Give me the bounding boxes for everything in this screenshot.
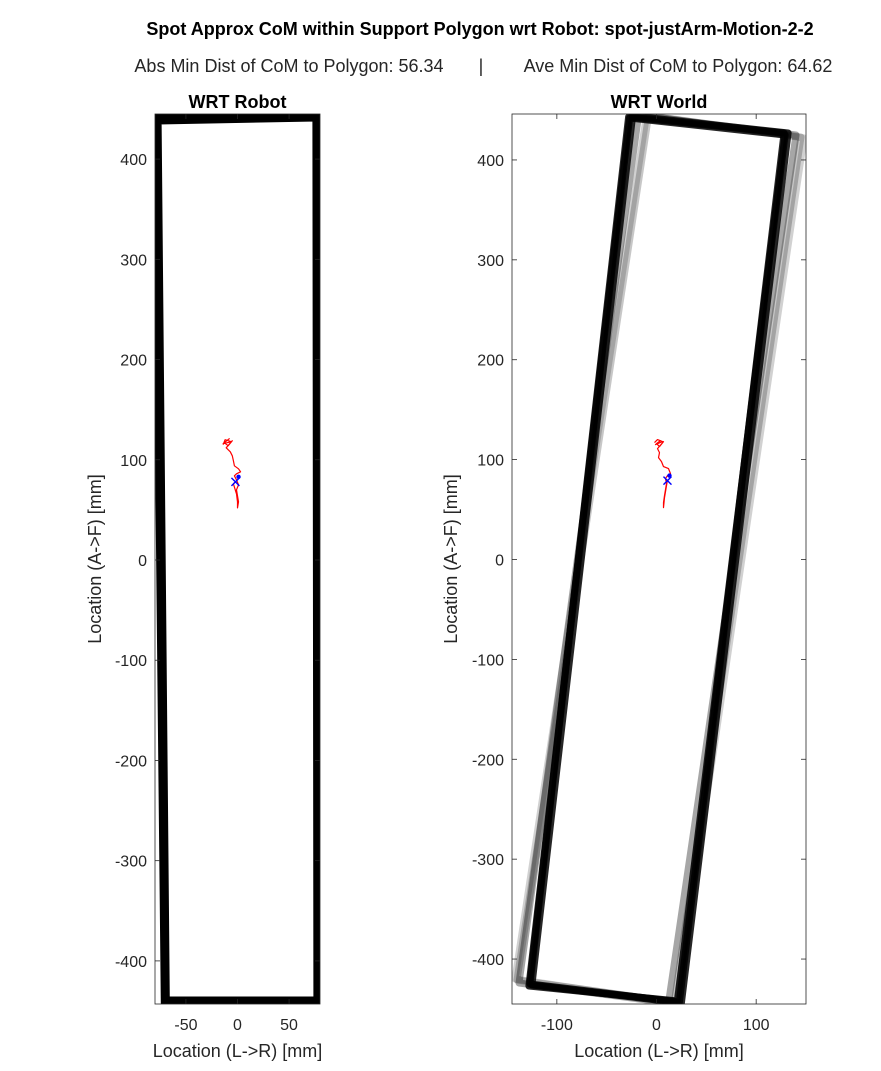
plot-layer-robot: [155, 114, 320, 1004]
xtick-label-robot-1: 0: [233, 1017, 242, 1034]
plot-area-robot: [155, 114, 320, 1004]
support-polygon-robot-2: [155, 114, 320, 1004]
ytick-label-robot-6: -200: [115, 753, 147, 770]
ytick-label-robot-0: 400: [120, 152, 147, 169]
support-polygon-world-5: [525, 114, 789, 1004]
ylabel-robot: Location (A->F) [mm]: [85, 474, 105, 644]
ytick-label-world-0: 400: [477, 153, 504, 170]
axes-box-world: [511, 113, 807, 1005]
xtick-label-robot-2: 50: [280, 1017, 298, 1034]
ytick-label-robot-1: 300: [120, 252, 147, 269]
ytick-label-world-7: -300: [472, 852, 504, 869]
ytick-label-robot-4: 0: [138, 553, 147, 570]
com-marker-world: [662, 476, 672, 486]
ytick-label-robot-5: -100: [115, 653, 147, 670]
figure-subtitle-right: Ave Min Dist of CoM to Polygon: 64.62: [524, 56, 833, 76]
plot-layer-world: [512, 114, 806, 1004]
xtick-label-world-0: -100: [541, 1017, 573, 1034]
ytick-label-robot-7: -300: [115, 854, 147, 871]
xtick-label-world-2: 100: [743, 1017, 770, 1034]
xlabel-world: Location (L->R) [mm]: [574, 1041, 744, 1061]
ytick-label-world-6: -200: [472, 752, 504, 769]
xlabel-robot: Location (L->R) [mm]: [153, 1041, 323, 1061]
xtick-label-robot-0: -50: [174, 1017, 197, 1034]
axes-title-robot: WRT Robot: [189, 92, 287, 112]
com-trace-world: [654, 439, 672, 509]
ytick-label-world-2: 200: [477, 353, 504, 370]
xtick-label-world-1: 0: [652, 1017, 661, 1034]
ytick-label-world-4: 0: [495, 552, 504, 569]
ytick-label-robot-2: 200: [120, 353, 147, 370]
ylabel-world: Location (A->F) [mm]: [441, 474, 461, 644]
ytick-label-robot-3: 100: [120, 453, 147, 470]
com-marker-robot: [230, 477, 240, 487]
axes-title-world: WRT World: [611, 92, 708, 112]
plot-area-world: [512, 114, 806, 1004]
ytick-label-world-1: 300: [477, 253, 504, 270]
ytick-label-world-8: -400: [472, 952, 504, 969]
panel-wrt-world: 400 300 200 100 0 -100 -200 -300 -400 -100 0 100 WRT…: [441, 92, 807, 1061]
com-point-robot: [236, 474, 241, 480]
panel-wrt-robot: 400 300 200 100 0 -100 -200 -300 -400 -50 0 50 WRT R…: [85, 92, 322, 1061]
figure-subtitle-left: Abs Min Dist of CoM to Polygon: 56.34: [134, 56, 443, 76]
ytick-label-robot-8: -400: [115, 954, 147, 971]
figure-title: Spot Approx CoM within Support Polygon w…: [146, 19, 813, 39]
figure-subtitle-separator: |: [479, 56, 484, 76]
com-trace-robot: [222, 438, 242, 509]
ytick-label-world-5: -100: [472, 652, 504, 669]
com-point-world: [667, 473, 672, 478]
ytick-label-world-3: 100: [477, 453, 504, 470]
